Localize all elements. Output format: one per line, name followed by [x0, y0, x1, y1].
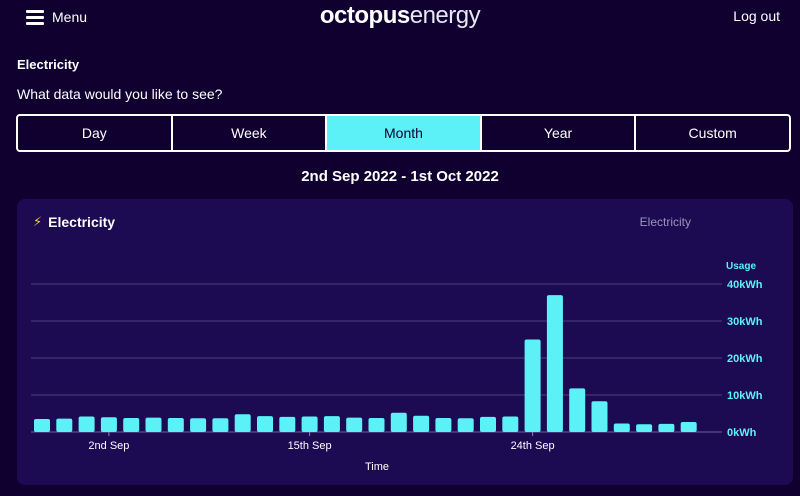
bar[interactable]: [190, 418, 207, 432]
bar[interactable]: [234, 414, 251, 432]
tab-month[interactable]: Month: [327, 116, 482, 150]
menu-label: Menu: [52, 9, 88, 25]
y-tick-label: 30kWh: [727, 316, 763, 328]
bar[interactable]: [56, 418, 73, 432]
bar[interactable]: [435, 417, 452, 432]
bar[interactable]: [591, 401, 608, 432]
tab-day[interactable]: Day: [18, 116, 173, 150]
bar[interactable]: [346, 417, 363, 432]
bar[interactable]: [390, 412, 407, 432]
date-range: 2nd Sep 2022 - 1st Oct 2022: [301, 168, 499, 185]
data-question: What data would you like to see?: [17, 86, 223, 102]
lightning-bolt-icon: ⚡: [33, 214, 43, 229]
bar[interactable]: [680, 422, 697, 432]
bar[interactable]: [78, 416, 95, 432]
bar[interactable]: [212, 418, 229, 432]
x-tick-label: 24th Sep: [511, 440, 555, 452]
bar[interactable]: [613, 423, 630, 432]
y-axis-title: Usage: [726, 261, 757, 272]
menu-button[interactable]: Menu: [26, 6, 87, 28]
bar[interactable]: [301, 416, 318, 432]
period-tabs: Day Week Month Year Custom: [16, 114, 791, 152]
bar[interactable]: [502, 416, 519, 432]
bar[interactable]: [480, 416, 496, 432]
bar[interactable]: [167, 417, 184, 432]
x-tick-label: 15th Sep: [288, 440, 332, 452]
bar[interactable]: [569, 388, 586, 432]
bar[interactable]: [658, 423, 675, 432]
y-tick-label: 10kWh: [727, 390, 763, 402]
y-tick-label: 0kWh: [727, 427, 757, 439]
card-title-label: Electricity: [48, 214, 116, 230]
x-tick-label: 2nd Sep: [88, 440, 129, 452]
tab-week[interactable]: Week: [173, 116, 328, 150]
bar[interactable]: [123, 417, 140, 432]
legend-item[interactable]: Electricity: [639, 215, 691, 229]
section-title: Electricity: [17, 57, 80, 72]
bar[interactable]: [100, 417, 117, 432]
bar[interactable]: [145, 417, 162, 432]
usage-bar-chart: 0kWh 10kWh 20kWh 30kWh 40kWh 2nd Sep 15th Sep 2…: [31, 279, 763, 452]
bar[interactable]: [524, 339, 541, 433]
chart-card: ⚡ Electricity Electricity Usage 0kWh 10kW…: [17, 199, 793, 485]
logout-button[interactable]: Log out: [733, 8, 780, 24]
hamburger-icon: [26, 10, 44, 25]
tab-year[interactable]: Year: [482, 116, 637, 150]
y-tick-label: 20kWh: [727, 353, 763, 365]
octopus-energy-logo[interactable]: octopusenergy: [0, 2, 800, 30]
bar[interactable]: [323, 416, 340, 432]
card-title: ⚡ Electricity: [33, 214, 115, 230]
bar[interactable]: [279, 416, 296, 432]
bar[interactable]: [546, 295, 563, 432]
bar[interactable]: [257, 416, 273, 432]
y-tick-label: 40kWh: [727, 279, 763, 291]
logo-bold-text: octopus: [319, 2, 410, 29]
bar[interactable]: [34, 419, 50, 432]
x-axis-title: Time: [364, 461, 390, 473]
bar[interactable]: [457, 418, 474, 432]
bar[interactable]: [636, 424, 653, 432]
top-bar: Menu octopusenergy Log out: [0, 0, 800, 40]
bar[interactable]: [413, 415, 430, 432]
bar[interactable]: [368, 417, 385, 432]
tab-custom[interactable]: Custom: [688, 125, 737, 141]
logo-thin-text: energy: [409, 2, 481, 29]
